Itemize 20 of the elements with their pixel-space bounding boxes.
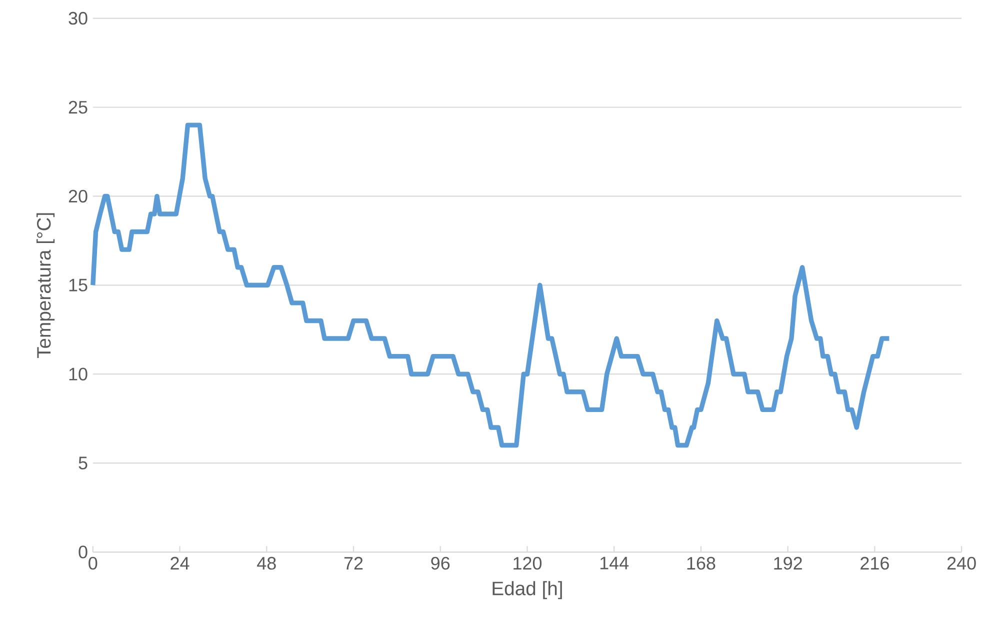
x-tick-label: 144 <box>600 556 629 570</box>
x-axis-title: Edad [h] <box>492 581 562 600</box>
x-tick-label: 96 <box>431 556 450 570</box>
x-tick-label: 168 <box>687 556 716 570</box>
x-tick-label: 24 <box>170 556 190 570</box>
x-tick-label: 240 <box>947 556 976 570</box>
y-tick-label: 5 <box>78 456 88 470</box>
y-tick-label: 30 <box>68 12 88 25</box>
x-tick-label: 216 <box>860 556 889 570</box>
x-tick-label: 0 <box>88 556 98 570</box>
x-tick-label: 120 <box>514 556 542 570</box>
y-axis-title: Temperatura [°C] <box>36 213 55 358</box>
y-tick-label: 15 <box>69 278 88 292</box>
x-tick-label: 48 <box>257 556 276 570</box>
y-tick-label: 20 <box>68 190 88 203</box>
y-tick-label: 0 <box>78 546 88 558</box>
y-tick-label: 10 <box>69 368 88 381</box>
x-tick-label: 192 <box>774 556 802 570</box>
y-tick-label: 25 <box>68 100 88 114</box>
x-tick-label: 72 <box>344 556 363 570</box>
